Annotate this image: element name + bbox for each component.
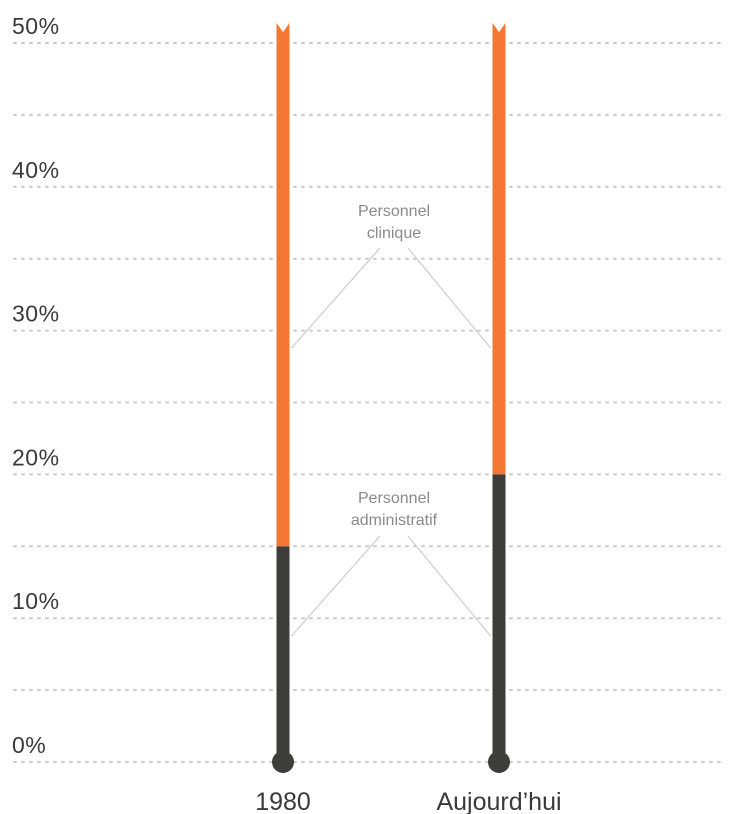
annotations: Personnel clinique Personnel administratif bbox=[351, 203, 438, 529]
annotation-leader-right bbox=[407, 535, 492, 637]
y-tick-label: 40% bbox=[12, 157, 60, 183]
bar-base-dot bbox=[272, 751, 294, 773]
y-tick-label: 0% bbox=[12, 732, 46, 758]
annotation-label: administratif bbox=[351, 512, 438, 529]
y-tick-label: 30% bbox=[12, 301, 60, 327]
annotation-label: Personnel bbox=[358, 490, 430, 507]
y-tick-label: 20% bbox=[12, 444, 60, 470]
annotation-leaders bbox=[291, 247, 492, 637]
x-category-label: 1980 bbox=[255, 788, 311, 814]
bars bbox=[272, 23, 510, 773]
x-category-label: Aujourd’hui bbox=[436, 788, 561, 814]
annotation-leader-right bbox=[407, 247, 492, 349]
annotation-label: clinique bbox=[367, 225, 421, 242]
y-tick-label: 50% bbox=[12, 13, 60, 39]
annotation-leader-left bbox=[291, 535, 381, 637]
annotation-leader-left bbox=[291, 247, 381, 349]
bar-segment-clinical bbox=[492, 23, 506, 475]
grid bbox=[13, 42, 723, 763]
x-axis: 1980 Aujourd’hui bbox=[255, 788, 561, 814]
bar-segment-administrative bbox=[276, 546, 290, 762]
bar-segment-clinical bbox=[276, 23, 290, 547]
bar-segment-administrative bbox=[492, 474, 506, 762]
bar-base-dot bbox=[488, 751, 510, 773]
annotation-label: Personnel bbox=[358, 203, 430, 220]
y-tick-label: 10% bbox=[12, 588, 60, 614]
y-axis: 0% 10% 20% 30% 40% 50% bbox=[12, 13, 60, 758]
